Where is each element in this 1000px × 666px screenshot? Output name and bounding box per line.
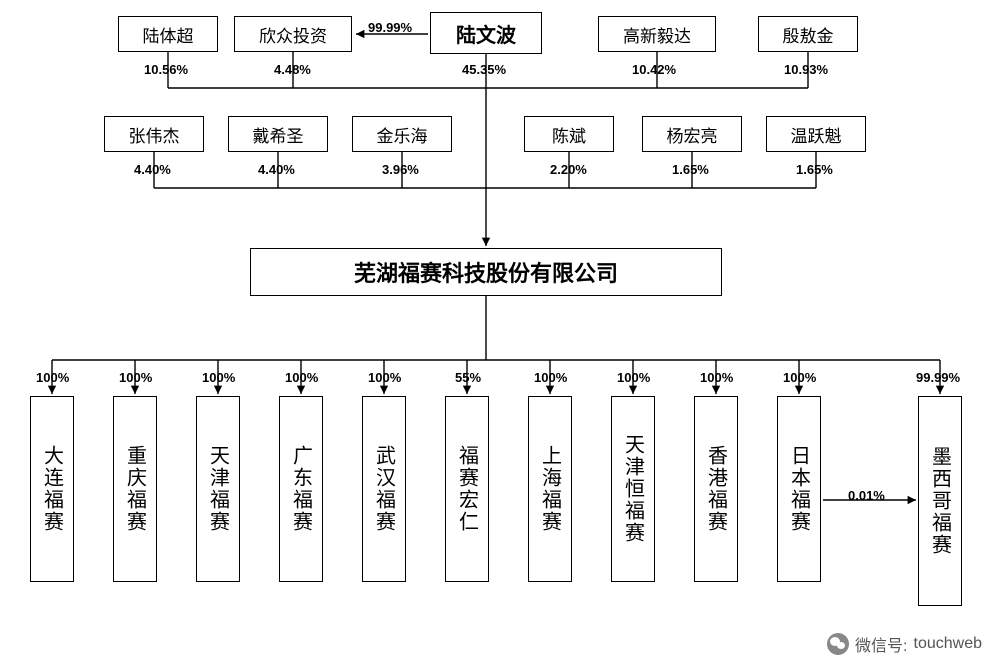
label: 陈斌 [552,122,586,147]
ownership-pct: 3.96% [382,162,419,177]
shareholder-box: 杨宏亮 [642,116,742,152]
ownership-pct: 100% [36,370,69,385]
shareholder-box: 温跃魁 [766,116,866,152]
shareholder-box: 陆体超 [118,16,218,52]
wechat-icon [827,633,849,655]
ownership-pct: 10.56% [144,62,188,77]
company-name: 芜湖福赛科技股份有限公司 [354,256,618,288]
ownership-pct: 100% [202,370,235,385]
ownership-pct: 4.40% [258,162,295,177]
label: 戴希圣 [253,122,304,147]
ownership-pct: 100% [119,370,152,385]
ownership-pct: 100% [368,370,401,385]
company-box-main: 芜湖福赛科技股份有限公司 [250,248,722,296]
label: 欣众投资 [259,22,327,47]
shareholder-box: 张伟杰 [104,116,204,152]
shareholder-box: 戴希圣 [228,116,328,152]
label: 日本福赛 [785,445,814,533]
label: 陆文波 [456,19,516,48]
label: 福赛宏仁 [453,445,482,533]
shareholder-box: 陈斌 [524,116,614,152]
ownership-pct: 100% [285,370,318,385]
watermark-id: touchweb [914,635,983,653]
ownership-pct: 100% [617,370,650,385]
ownership-pct: 1.65% [796,162,833,177]
label: 张伟杰 [129,122,180,147]
label: 高新毅达 [623,22,691,47]
subsidiary-box: 香港福赛 [694,396,738,582]
label: 武汉福赛 [370,445,399,533]
label: 殷敖金 [783,22,834,47]
label: 天津恒福赛 [619,434,648,544]
subsidiary-box: 武汉福赛 [362,396,406,582]
ownership-pct: 10.42% [632,62,676,77]
ownership-pct: 55% [455,370,481,385]
watermark: 微信号: touchweb [827,632,982,656]
ownership-pct: 0.01% [848,488,885,503]
subsidiary-box: 日本福赛 [777,396,821,582]
subsidiary-box: 天津福赛 [196,396,240,582]
ownership-pct: 100% [783,370,816,385]
ownership-pct: 100% [534,370,567,385]
shareholder-box: 高新毅达 [598,16,716,52]
label: 重庆福赛 [121,445,150,533]
ownership-pct: 4.40% [134,162,171,177]
label: 杨宏亮 [667,122,718,147]
label: 温跃魁 [791,122,842,147]
ownership-pct: 2.20% [550,162,587,177]
ownership-pct: 4.48% [274,62,311,77]
subsidiary-box: 重庆福赛 [113,396,157,582]
label: 金乐海 [377,122,428,147]
shareholder-box: 欣众投资 [234,16,352,52]
ownership-pct: 1.65% [672,162,709,177]
shareholder-box: 殷敖金 [758,16,858,52]
ownership-pct: 45.35% [462,62,506,77]
shareholder-box: 金乐海 [352,116,452,152]
label: 天津福赛 [204,445,233,533]
subsidiary-box: 大连福赛 [30,396,74,582]
label: 广东福赛 [287,445,316,533]
watermark-prefix: 微信号: [855,632,907,656]
subsidiary-box: 广东福赛 [279,396,323,582]
subsidiary-box: 天津恒福赛 [611,396,655,582]
shareholder-box-primary: 陆文波 [430,12,542,54]
subsidiary-box: 上海福赛 [528,396,572,582]
subsidiary-box: 福赛宏仁 [445,396,489,582]
label: 陆体超 [143,22,194,47]
ownership-pct: 10.93% [784,62,828,77]
label: 墨西哥福赛 [926,446,955,556]
label: 大连福赛 [38,445,67,533]
subsidiary-box: 墨西哥福赛 [918,396,962,606]
ownership-pct: 99.99% [368,20,412,35]
ownership-pct: 100% [700,370,733,385]
ownership-pct: 99.99% [916,370,960,385]
label: 上海福赛 [536,445,565,533]
label: 香港福赛 [702,445,731,533]
